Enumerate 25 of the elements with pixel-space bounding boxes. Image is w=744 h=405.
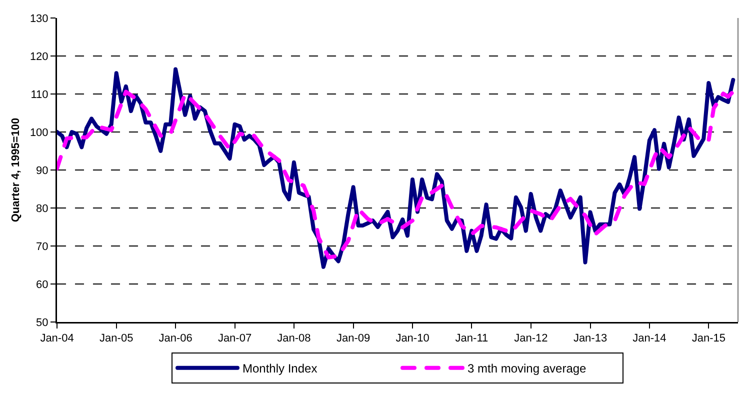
- x-tick-label: Jan-10: [396, 332, 430, 345]
- line-series: [57, 90, 736, 260]
- x-tick-label: Jan-04: [40, 332, 74, 345]
- x-tick-label: Jan-05: [100, 332, 134, 345]
- y-tick-label: 100: [30, 126, 48, 139]
- x-tick-label: Jan-11: [455, 332, 488, 345]
- y-tick-label: 110: [30, 88, 48, 101]
- legend-label: Monthly Index: [242, 362, 318, 376]
- x-tick-label: Jan-07: [218, 332, 252, 345]
- y-tick-label: 90: [36, 164, 48, 177]
- y-tick-label: 80: [36, 202, 48, 215]
- x-tick-label: Jan-15: [692, 332, 726, 345]
- x-tick-label: Jan-13: [573, 332, 608, 345]
- y-tick-label: 130: [30, 12, 48, 25]
- y-tick-label: 70: [36, 240, 48, 253]
- y-tick-label: 60: [36, 278, 48, 291]
- x-tick-label: Jan-09: [336, 332, 370, 345]
- legend-label: 3 mth moving average: [468, 362, 587, 376]
- x-tick-label: Jan-12: [514, 332, 548, 345]
- x-tick-label: Jan-08: [277, 332, 311, 345]
- x-tick-label: Jan-06: [158, 332, 192, 345]
- y-axis-title: Quarter 4, 1995=100: [10, 118, 22, 222]
- y-tick-label: 50: [36, 316, 48, 329]
- y-tick-label: 120: [30, 50, 48, 63]
- x-tick-label: Jan-14: [632, 332, 666, 345]
